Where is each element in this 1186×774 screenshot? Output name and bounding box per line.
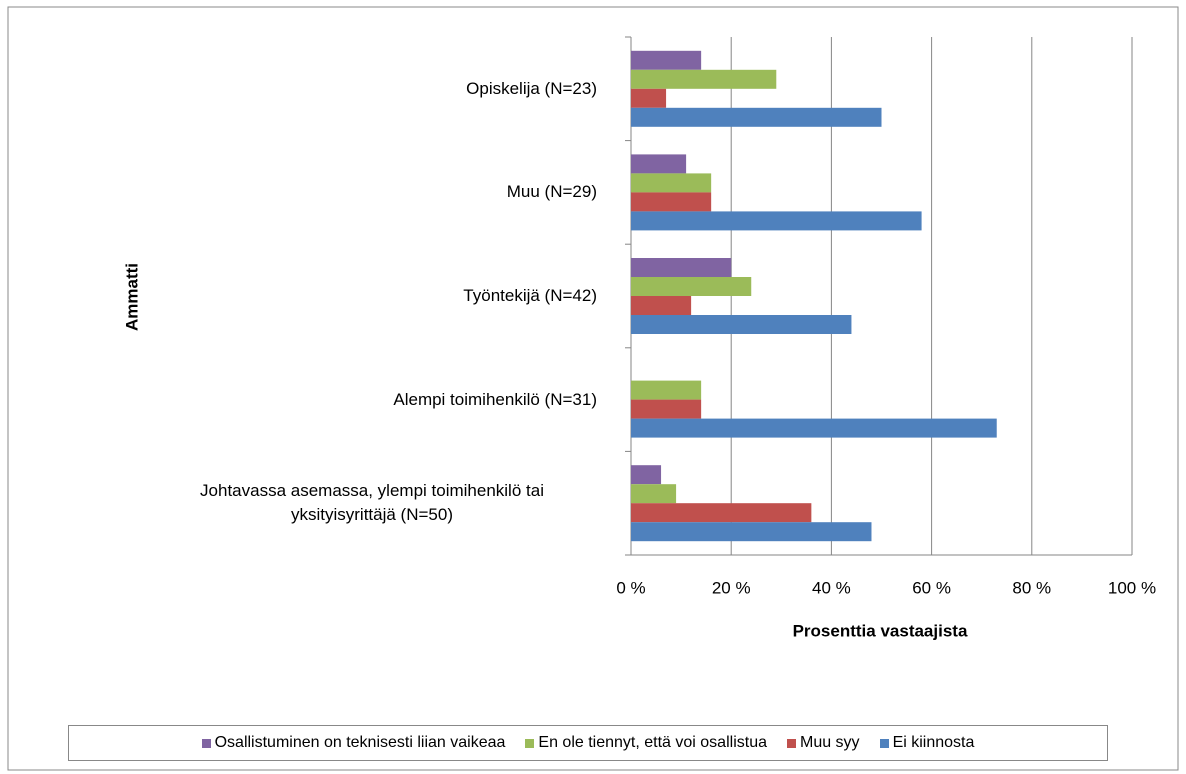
- bar: [631, 399, 702, 419]
- legend: Osallistuminen on teknisesti liian vaike…: [68, 725, 1108, 761]
- legend-swatch: [201, 738, 211, 748]
- bar: [631, 258, 732, 277]
- x-tick-label: 0 %: [616, 578, 645, 597]
- legend-label: Ei kiinnosta: [892, 734, 975, 751]
- bar: [631, 211, 922, 231]
- y-tick-label-box: Alempi toimihenkilö (N=31): [393, 388, 597, 412]
- bar: [631, 69, 777, 89]
- legend-swatch: [879, 738, 889, 748]
- legend-label: Muu syy: [799, 734, 860, 751]
- bar: [631, 192, 712, 212]
- bar: [631, 503, 812, 523]
- bar: [631, 154, 687, 174]
- bar: [631, 484, 677, 504]
- y-tick-label: Alempi toimihenkilö (N=31): [393, 389, 597, 409]
- bar: [631, 418, 997, 438]
- x-tick-label: 60 %: [912, 578, 951, 597]
- x-tick-label: 80 %: [1012, 578, 1051, 597]
- bar: [631, 50, 702, 70]
- x-axis-title: Prosenttia vastaajista: [793, 621, 968, 640]
- legend-swatch: [786, 738, 796, 748]
- legend-label: Osallistuminen on teknisesti liian vaike…: [214, 734, 506, 751]
- y-tick-label-box: Johtavassa asemassa, ylempi toimihenkilö…: [147, 479, 597, 527]
- legend-label: En ole tiennyt, että voi osallistua: [538, 734, 767, 751]
- legend-item: En ole tiennyt, että voi osallistua: [525, 734, 767, 752]
- legend-item: Ei kiinnosta: [879, 734, 975, 752]
- y-tick-label: Opiskelija (N=23): [466, 78, 597, 98]
- bar: [631, 380, 702, 400]
- bar: [631, 465, 662, 485]
- x-tick-label: 20 %: [712, 578, 751, 597]
- y-axis-title: Ammatti: [122, 263, 141, 331]
- bar: [631, 296, 692, 315]
- y-tick-label: Työntekijä (N=42): [463, 286, 597, 305]
- x-tick-label: 100 %: [1108, 578, 1156, 597]
- legend-item: Osallistuminen on teknisesti liian vaike…: [201, 734, 506, 752]
- bar: [631, 88, 667, 108]
- bar: [631, 277, 752, 296]
- y-tick-label-box: Opiskelija (N=23): [466, 77, 597, 101]
- bar: [631, 522, 872, 542]
- x-tick-label: 40 %: [812, 578, 851, 597]
- legend-item: Muu syy: [786, 734, 860, 752]
- y-tick-label-box: Muu (N=29): [507, 180, 597, 204]
- bar: [631, 173, 712, 193]
- y-tick-label-box: Työntekijä (N=42): [463, 284, 597, 308]
- bar: [631, 315, 852, 334]
- legend-swatch: [525, 738, 535, 748]
- bar: [631, 107, 882, 127]
- y-tick-label: Johtavassa asemassa, ylempi toimihenkilö…: [200, 481, 544, 525]
- y-tick-label: Muu (N=29): [506, 182, 597, 202]
- frame: [7, 6, 1179, 771]
